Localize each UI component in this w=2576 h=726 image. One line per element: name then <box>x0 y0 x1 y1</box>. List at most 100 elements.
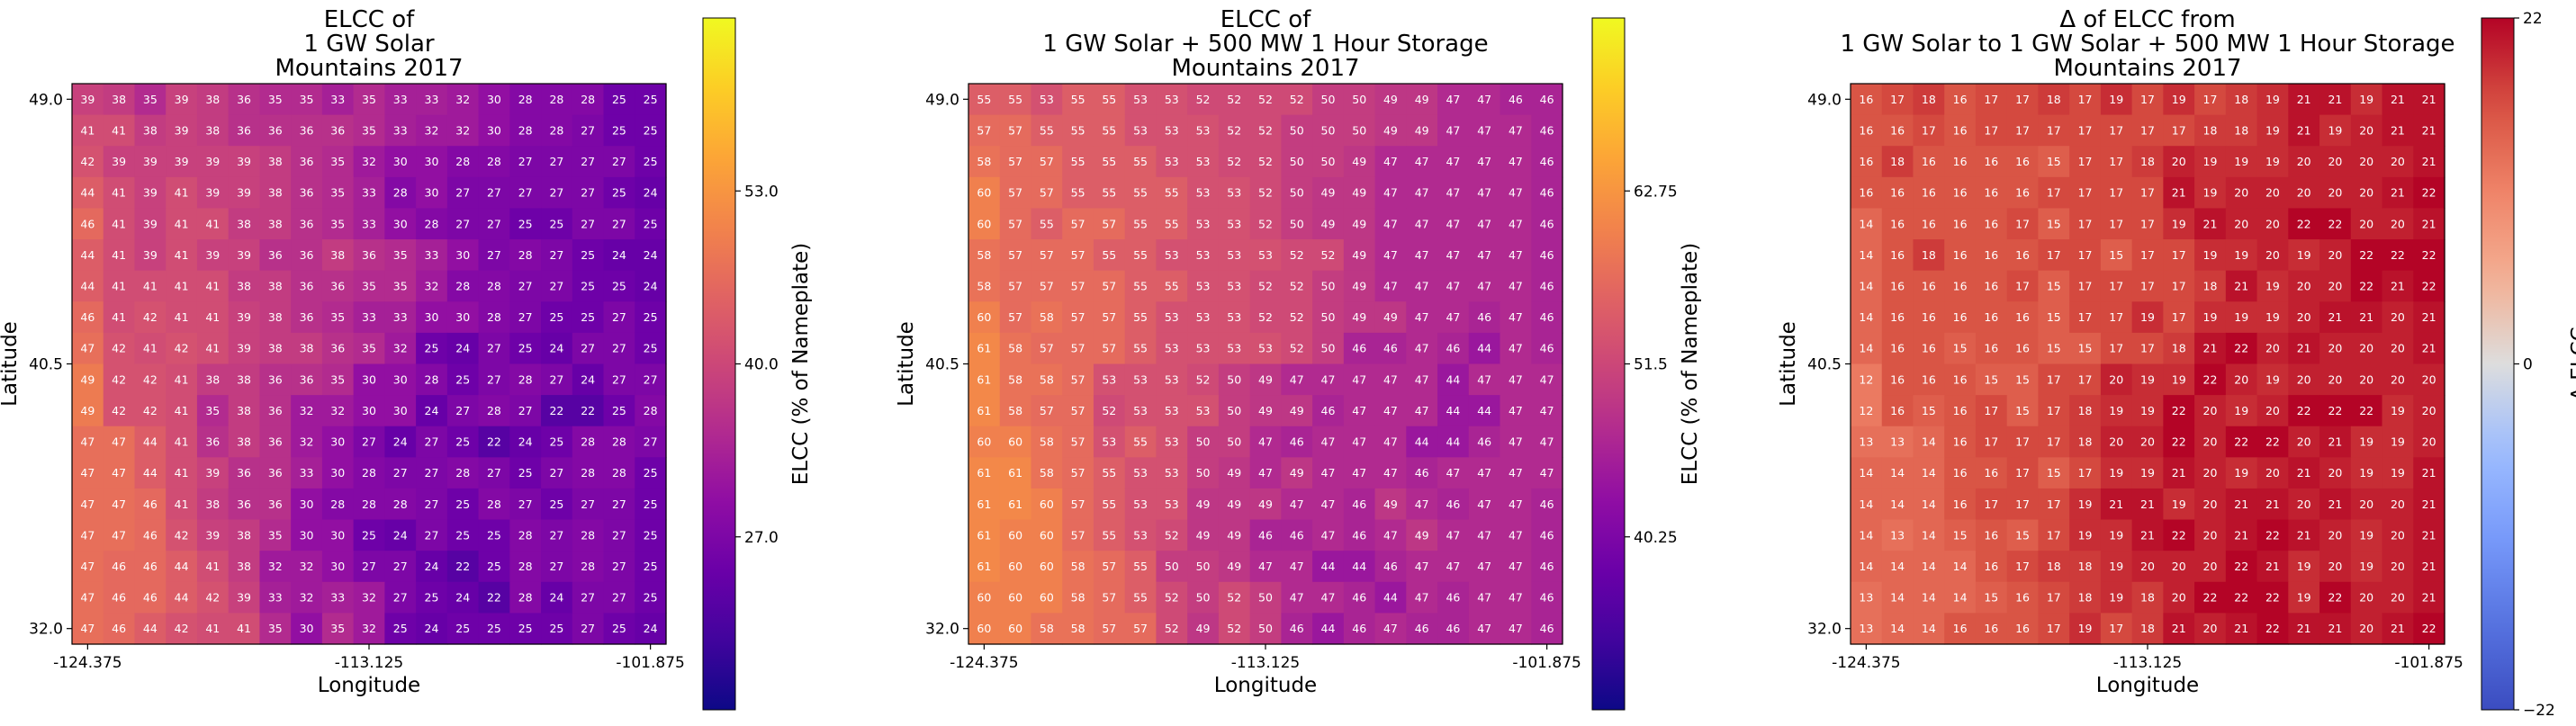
cell-value-label: 15 <box>2015 372 2030 386</box>
heatmap-cell <box>603 270 635 302</box>
cell-value-label: 17 <box>2172 310 2186 324</box>
heatmap-cell <box>1312 613 1345 645</box>
cell-value-label: 27 <box>581 342 595 355</box>
cell-value-label: 19 <box>2203 248 2218 262</box>
heatmap-cell <box>2100 270 2133 302</box>
heatmap-cell <box>446 208 480 240</box>
heatmap-cell <box>1281 488 1313 521</box>
heatmap-cell <box>72 581 104 614</box>
x-tick-label: -101.875 <box>616 654 684 672</box>
cell-value-label: 21 <box>2234 497 2248 511</box>
cell-value-label: 17 <box>2078 279 2093 292</box>
cell-value-label: 57 <box>1102 217 1116 230</box>
cell-value-label: 47 <box>1446 186 1460 200</box>
cell-value-label: 12 <box>1859 372 1873 386</box>
heatmap-cell <box>291 114 323 147</box>
heatmap-cell <box>1944 332 1977 365</box>
cell-value-label: 28 <box>518 591 533 605</box>
heatmap-cell <box>1281 395 1313 427</box>
y-tick-label: 40.5 <box>925 356 959 374</box>
cell-value-label: 55 <box>1133 342 1148 355</box>
cell-value-label: 30 <box>393 217 408 230</box>
cell-value-label: 49 <box>1415 528 1429 542</box>
heatmap-cell <box>384 239 417 272</box>
cell-value-label: 20 <box>2297 155 2311 168</box>
heatmap-cell <box>259 301 292 334</box>
heatmap-cell <box>1374 84 1407 116</box>
cell-value-label: 25 <box>581 279 595 292</box>
heatmap-cell <box>2225 488 2258 521</box>
cell-value-label: 21 <box>2265 560 2280 573</box>
cell-value-label: 53 <box>1165 123 1179 137</box>
heatmap-cell <box>2319 301 2352 334</box>
heatmap-cell <box>384 208 417 240</box>
heatmap-cell <box>1031 519 1063 551</box>
cell-value-label: 28 <box>393 186 408 200</box>
x-tick-label: -124.375 <box>1832 654 1900 672</box>
cell-value-label: 17 <box>2109 622 2123 635</box>
heatmap-cell <box>2319 84 2352 116</box>
cell-value-label: 28 <box>581 560 595 573</box>
cell-value-label: 41 <box>175 310 189 324</box>
cell-value-label: 57 <box>1040 279 1054 292</box>
heatmap-cell <box>1124 208 1157 240</box>
heatmap-cell <box>635 146 667 178</box>
cell-value-label: 17 <box>2015 217 2030 230</box>
cell-value-label: 46 <box>112 622 126 635</box>
heatmap-cell <box>1500 613 1532 645</box>
x-axis-label: Longitude <box>2096 674 2199 697</box>
cell-value-label: 44 <box>1321 560 1336 573</box>
cell-value-label: 46 <box>1290 622 1304 635</box>
cell-value-label: 20 <box>2359 217 2373 230</box>
heatmap-cell <box>999 239 1032 272</box>
heatmap-cell <box>1944 581 1977 614</box>
heatmap-cell <box>1093 395 1126 427</box>
cell-value-label: 46 <box>80 310 95 324</box>
cell-value-label: 16 <box>1859 123 1873 137</box>
heatmap-cell <box>2131 519 2164 551</box>
heatmap-cell <box>2225 426 2258 458</box>
heatmap-cell <box>968 208 1001 240</box>
cell-value-label: 25 <box>549 217 563 230</box>
heatmap-cell <box>2194 332 2227 365</box>
heatmap-cell <box>1249 176 1282 210</box>
cell-value-label: 46 <box>1477 435 1491 449</box>
heatmap-cell <box>1531 84 1563 116</box>
heatmap-cell <box>103 114 136 147</box>
cell-value-label: 49 <box>80 404 95 417</box>
heatmap-cell <box>1944 301 1977 334</box>
heatmap-cell <box>166 270 198 302</box>
heatmap-cell <box>1468 114 1501 147</box>
heatmap-cell <box>1062 581 1094 614</box>
heatmap-cell <box>572 613 605 645</box>
cell-value-label: 55 <box>1133 310 1148 324</box>
cell-value-label: 27 <box>581 622 595 635</box>
cell-value-label: 53 <box>1165 310 1179 324</box>
heatmap-cell <box>446 551 480 583</box>
cell-value-label: 18 <box>2078 591 2093 605</box>
cell-value-label: 27 <box>581 123 595 137</box>
cell-value-label: 20 <box>2359 342 2373 355</box>
cell-value-label: 46 <box>1540 123 1554 137</box>
heatmap-cell <box>1218 363 1251 396</box>
cell-value-label: 17 <box>2109 217 2123 230</box>
cell-value-label: 27 <box>487 248 501 262</box>
cell-value-label: 13 <box>1859 622 1873 635</box>
heatmap-cell <box>1913 270 1945 302</box>
heatmap-cell <box>1913 84 1945 116</box>
cell-value-label: 49 <box>1227 560 1241 573</box>
cell-value-label: 46 <box>1540 155 1554 168</box>
heatmap-cell <box>2131 84 2164 116</box>
cell-value-label: 28 <box>330 497 345 511</box>
cell-value-label: 36 <box>268 248 283 262</box>
heatmap-cell <box>1500 395 1532 427</box>
heatmap-cell <box>1249 395 1282 427</box>
heatmap-cell <box>2382 114 2414 147</box>
heatmap-cell <box>1437 426 1470 458</box>
heatmap-cell <box>134 519 167 551</box>
heatmap-cell <box>478 551 510 583</box>
cell-value-label: 21 <box>2422 560 2436 573</box>
cell-value-label: 47 <box>1446 560 1460 573</box>
cell-value-label: 47 <box>1415 186 1429 200</box>
heatmap-cell <box>1851 301 1883 334</box>
